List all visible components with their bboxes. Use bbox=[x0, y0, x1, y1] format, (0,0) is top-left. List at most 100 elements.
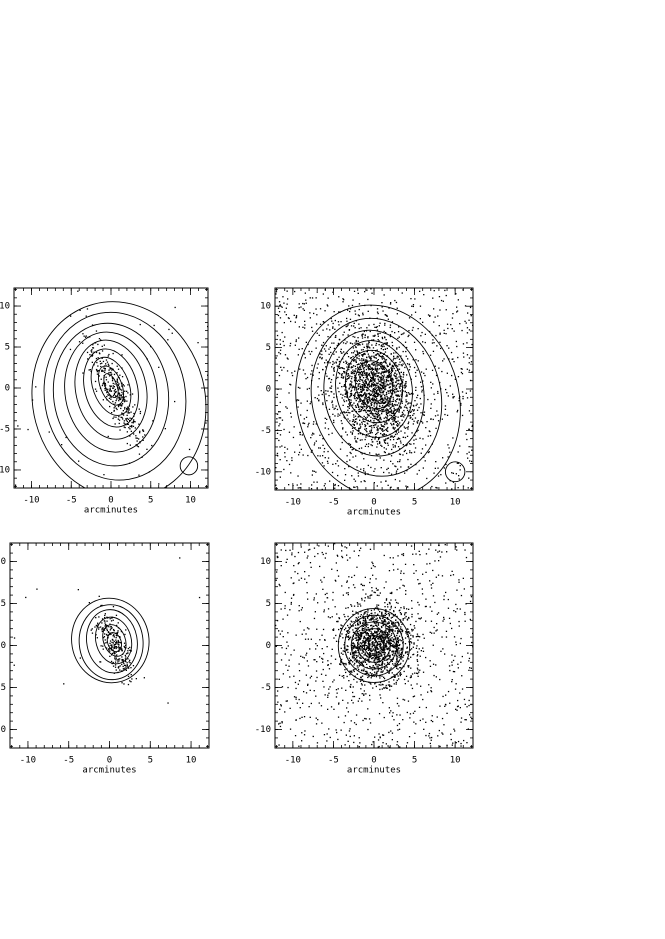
dot bbox=[366, 422, 368, 424]
dot bbox=[399, 480, 401, 482]
dot bbox=[283, 468, 285, 471]
dot bbox=[384, 348, 386, 350]
dot bbox=[118, 419, 121, 421]
dot bbox=[389, 656, 391, 658]
dot bbox=[374, 389, 376, 391]
dot bbox=[106, 361, 109, 363]
dot bbox=[373, 633, 375, 635]
dot bbox=[394, 662, 396, 665]
dot bbox=[361, 453, 363, 455]
dot bbox=[384, 386, 386, 388]
dot bbox=[398, 363, 400, 366]
dot bbox=[318, 334, 320, 336]
dot bbox=[388, 648, 390, 650]
dot bbox=[336, 613, 338, 615]
dot bbox=[375, 354, 377, 356]
dot bbox=[400, 333, 403, 336]
dot bbox=[367, 627, 369, 629]
dot bbox=[371, 632, 373, 634]
dot bbox=[339, 663, 341, 665]
dot bbox=[354, 354, 357, 356]
dot bbox=[371, 675, 373, 677]
dot bbox=[377, 638, 379, 640]
dot bbox=[139, 432, 141, 434]
dot bbox=[381, 663, 384, 665]
dot bbox=[359, 399, 361, 401]
dot bbox=[425, 444, 427, 446]
dot bbox=[279, 459, 281, 461]
dot bbox=[408, 665, 410, 667]
dot bbox=[354, 389, 356, 391]
dot bbox=[413, 420, 415, 422]
dot bbox=[368, 673, 370, 676]
dot bbox=[276, 343, 278, 345]
dot bbox=[397, 652, 399, 654]
dot bbox=[351, 410, 353, 412]
dot bbox=[284, 452, 286, 454]
dot bbox=[369, 380, 371, 382]
dot bbox=[360, 447, 363, 449]
dot bbox=[448, 358, 450, 360]
dot bbox=[279, 417, 282, 419]
dot bbox=[397, 380, 399, 382]
dot bbox=[109, 655, 111, 657]
dot bbox=[384, 439, 387, 441]
dot bbox=[371, 373, 373, 375]
dot bbox=[286, 370, 289, 372]
dot bbox=[384, 336, 386, 338]
dot bbox=[164, 428, 166, 430]
dot bbox=[350, 392, 352, 395]
dot bbox=[114, 658, 116, 660]
dot bbox=[381, 402, 384, 404]
dot bbox=[279, 476, 281, 478]
dot bbox=[139, 430, 141, 432]
dot bbox=[372, 399, 375, 401]
dot bbox=[461, 329, 463, 332]
dot bbox=[313, 312, 315, 315]
dot bbox=[364, 425, 366, 428]
dot bbox=[362, 389, 364, 391]
dot bbox=[452, 313, 454, 315]
dot bbox=[391, 370, 393, 372]
dot bbox=[382, 368, 384, 370]
dot bbox=[363, 330, 365, 333]
dot bbox=[400, 662, 402, 665]
dot bbox=[348, 632, 350, 634]
dot bbox=[309, 312, 311, 314]
dot bbox=[367, 595, 369, 598]
dot bbox=[396, 307, 398, 309]
dot bbox=[374, 667, 376, 669]
dot bbox=[361, 678, 364, 681]
dot bbox=[391, 369, 393, 371]
dot bbox=[364, 452, 366, 455]
dot bbox=[373, 413, 375, 415]
dot bbox=[361, 439, 363, 441]
dot bbox=[379, 386, 381, 388]
dot bbox=[361, 421, 363, 423]
dot bbox=[368, 365, 370, 367]
dot bbox=[122, 668, 124, 670]
dot bbox=[290, 416, 292, 418]
dot bbox=[408, 330, 410, 332]
dot bbox=[386, 408, 388, 410]
dot bbox=[440, 474, 442, 476]
dot bbox=[125, 395, 127, 398]
dot bbox=[416, 396, 418, 399]
dot bbox=[393, 391, 395, 393]
dot bbox=[377, 661, 379, 664]
dot bbox=[335, 405, 337, 407]
dot bbox=[358, 408, 360, 411]
dot bbox=[375, 417, 377, 420]
dot bbox=[298, 303, 300, 305]
dot bbox=[380, 379, 382, 382]
dot bbox=[333, 419, 335, 422]
dot bbox=[116, 635, 118, 637]
dot bbox=[97, 622, 99, 624]
dot bbox=[403, 670, 405, 673]
dot bbox=[405, 399, 407, 401]
dot bbox=[412, 414, 414, 416]
dot bbox=[340, 412, 342, 414]
dot bbox=[343, 613, 345, 616]
dot bbox=[367, 645, 369, 648]
dot bbox=[391, 400, 393, 403]
